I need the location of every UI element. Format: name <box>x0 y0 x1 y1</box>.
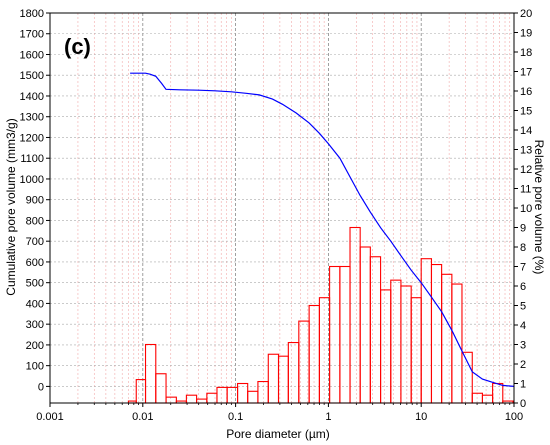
right-tick-label: 0 <box>520 398 526 410</box>
right-tick-label: 14 <box>520 125 532 137</box>
x-tick-label: 0.1 <box>228 411 243 423</box>
x-tick-label: 100 <box>505 411 523 423</box>
right-axis-title: Relative pore volume (%) <box>532 140 546 275</box>
right-tick-label: 13 <box>520 145 532 157</box>
panel-label: (c) <box>64 34 91 59</box>
right-tick-label: 6 <box>520 281 526 293</box>
left-tick-label: 1400 <box>20 91 44 103</box>
right-tick-label: 1 <box>520 379 526 391</box>
left-tick-label: 1700 <box>20 29 44 41</box>
x-tick-label: 0.001 <box>36 411 64 423</box>
left-tick-label: 1600 <box>20 49 44 61</box>
left-tick-label: 700 <box>26 236 44 248</box>
right-tick-label: 15 <box>520 106 532 118</box>
right-tick-label: 18 <box>520 47 532 59</box>
left-tick-label: 1000 <box>20 174 44 186</box>
left-tick-label: 600 <box>26 257 44 269</box>
left-tick-label: 500 <box>26 278 44 290</box>
left-tick-label: 1800 <box>20 8 44 20</box>
cumulative-line-layer <box>130 72 515 387</box>
left-tick-label: 100 <box>26 361 44 373</box>
left-tick-label: 1100 <box>20 153 44 165</box>
x-axis-title: Pore diameter (µm) <box>226 427 330 441</box>
x-tick-label: 1 <box>325 411 331 423</box>
right-tick-label: 10 <box>520 203 532 215</box>
left-tick-label: 300 <box>26 319 44 331</box>
minor-gridlines <box>77 13 511 403</box>
left-tick-label: 200 <box>26 340 44 352</box>
x-tick-label: 10 <box>415 411 427 423</box>
right-tick-label: 17 <box>520 67 532 79</box>
left-tick-label: 900 <box>26 195 44 207</box>
left-axis-ticks: 0 100 200 300 400 500 600 700 800 900 1000 1100 1200… <box>20 8 50 393</box>
right-tick-label: 5 <box>520 301 526 313</box>
right-tick-label: 12 <box>520 164 532 176</box>
right-tick-label: 7 <box>520 262 526 274</box>
left-tick-label: 1500 <box>20 70 44 82</box>
cumulative-volume-line <box>130 72 515 387</box>
left-tick-label: 1200 <box>20 132 44 144</box>
x-axis-ticks: 0.001 0.01 0.1 1 10 100 <box>36 403 523 423</box>
right-tick-label: 4 <box>520 320 526 332</box>
left-tick-label: 0 <box>38 381 44 393</box>
left-tick-label: 1300 <box>20 112 44 124</box>
right-tick-label: 3 <box>520 340 526 352</box>
right-tick-label: 19 <box>520 28 532 40</box>
right-tick-label: 11 <box>520 184 531 196</box>
right-tick-label: 20 <box>520 8 532 20</box>
right-tick-label: 9 <box>520 223 526 235</box>
left-tick-label: 400 <box>26 298 44 310</box>
left-axis-title: Cumulative pore volume (mm3/g) <box>4 118 18 295</box>
right-tick-label: 16 <box>520 86 532 98</box>
right-tick-label: 2 <box>520 359 526 371</box>
right-tick-label: 8 <box>520 242 526 254</box>
x-tick-label: 0.01 <box>132 411 153 423</box>
left-tick-label: 800 <box>26 215 44 227</box>
